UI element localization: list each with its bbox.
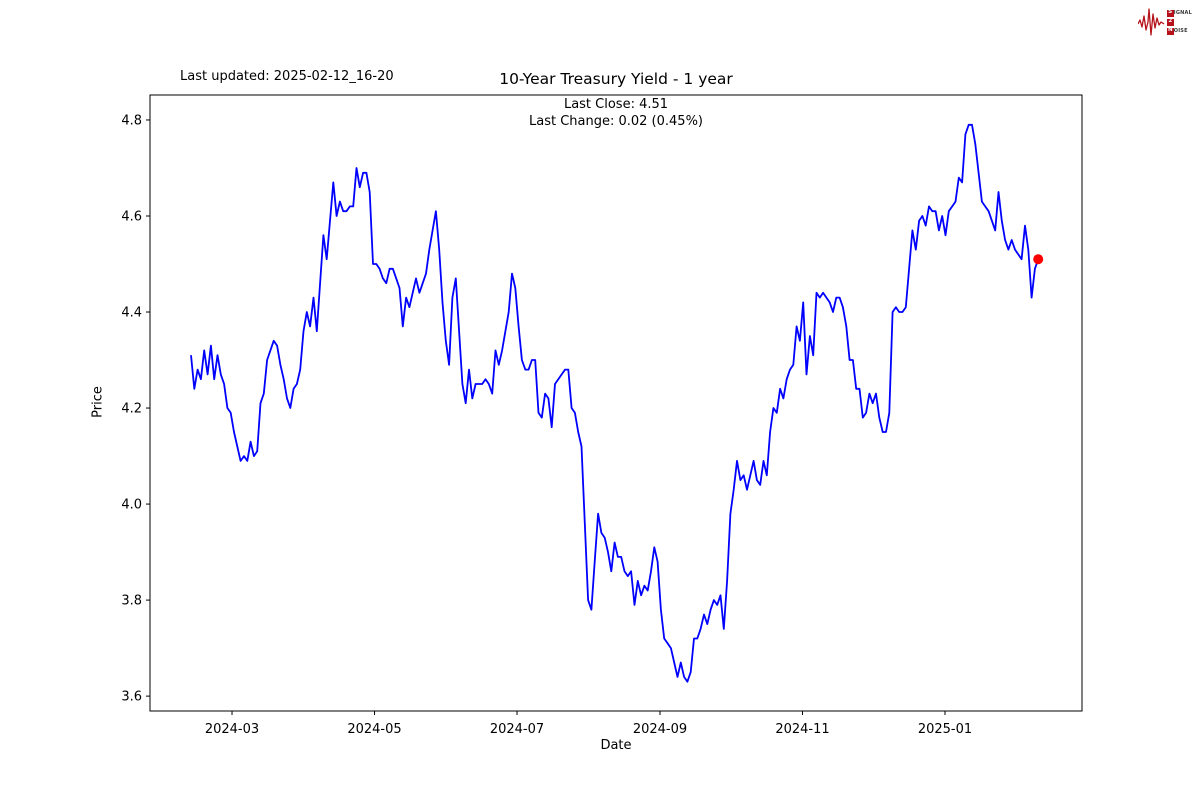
y-tick-label: 4.2 (121, 402, 142, 417)
last-change-text: Last Change: 0.02 (0.45%) (528, 114, 703, 129)
logo-row-noise: N OISE (1166, 27, 1192, 35)
y-tick-label: 3.6 (121, 690, 142, 705)
logo-text: S IGNAL 2 N OISE (1166, 9, 1192, 35)
x-tick-label: 2024-07 (490, 722, 544, 737)
logo-row-signal: S IGNAL (1166, 9, 1192, 17)
logo-signal-rest: IGNAL (1173, 9, 1192, 16)
logo-letter-2: 2 (1166, 18, 1174, 26)
x-tick-label: 2024-03 (205, 722, 259, 737)
y-tick-label: 4.0 (121, 498, 142, 513)
signal-2-noise-logo: S IGNAL 2 N OISE (1137, 6, 1192, 38)
logo-letter-s: S (1166, 9, 1174, 17)
x-tick-label: 2024-05 (347, 722, 401, 737)
x-tick-label: 2025-01 (918, 722, 972, 737)
last-price-marker (1033, 254, 1044, 265)
x-tick-label: 2024-09 (633, 722, 687, 737)
x-tick-label: 2024-11 (775, 722, 829, 737)
last-updated-text: Last updated: 2025-02-12_16-20 (180, 69, 394, 84)
logo-letter-n: N (1166, 27, 1174, 35)
y-tick-label: 4.8 (121, 113, 142, 128)
price-line (190, 123, 1040, 683)
logo-noise-rest: OISE (1173, 27, 1188, 34)
y-tick-label: 4.4 (121, 306, 142, 321)
axes-frame (149, 94, 1083, 712)
x-axis-label: Date (600, 738, 632, 753)
y-tick-label: 4.6 (121, 209, 142, 224)
last-close-text: Last Close: 4.51 (563, 97, 669, 112)
waveform-icon (1137, 8, 1165, 36)
chart-title: 10-Year Treasury Yield - 1 year (499, 70, 733, 88)
y-tick-label: 3.8 (121, 594, 142, 609)
y-axis-label: Price (90, 386, 106, 418)
logo-row-2: 2 (1166, 18, 1192, 26)
